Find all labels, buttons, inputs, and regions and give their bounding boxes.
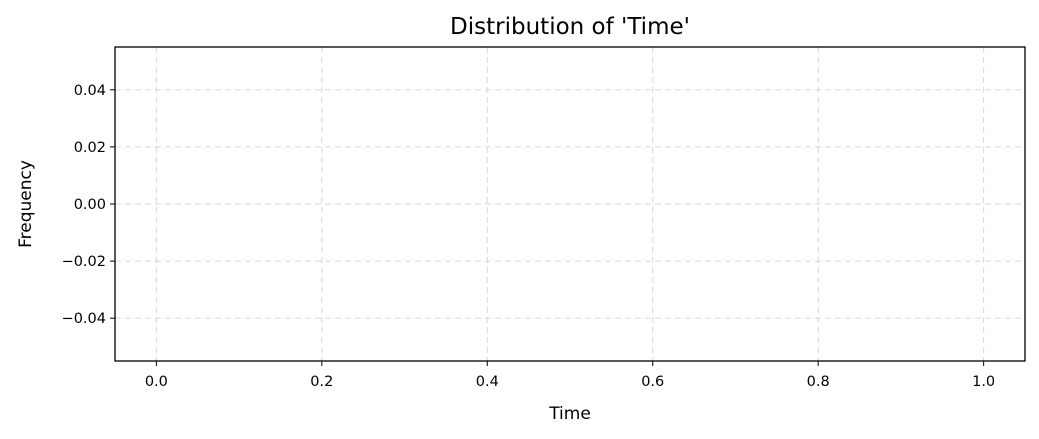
y-tick-label: 0.00 (74, 197, 106, 213)
x-tick-label: 0.4 (476, 374, 499, 390)
x-tick-label: 0.0 (145, 374, 168, 390)
x-tick-label: 0.2 (310, 374, 333, 390)
x-tick-label: 0.6 (641, 374, 664, 390)
x-axis-ticks: 0.0 0.2 0.4 0.6 0.8 1.0 (145, 361, 995, 390)
plot-area-frame (114, 46, 1026, 362)
y-tick-label: 0.04 (74, 83, 106, 99)
grid-layer (115, 47, 1025, 361)
y-tick-label: −0.04 (62, 311, 106, 327)
x-tick-label: 0.8 (807, 374, 830, 390)
chart-title: Distribution of 'Time' (450, 14, 690, 40)
x-axis-label: Time (548, 404, 591, 424)
y-tick-label: 0.02 (74, 140, 106, 156)
y-axis-ticks: 0.04 0.02 0.00 −0.02 −0.04 (62, 83, 115, 327)
y-axis-label: Frequency (16, 160, 36, 248)
x-tick-label: 1.0 (972, 374, 995, 390)
y-tick-label: −0.02 (62, 254, 106, 270)
